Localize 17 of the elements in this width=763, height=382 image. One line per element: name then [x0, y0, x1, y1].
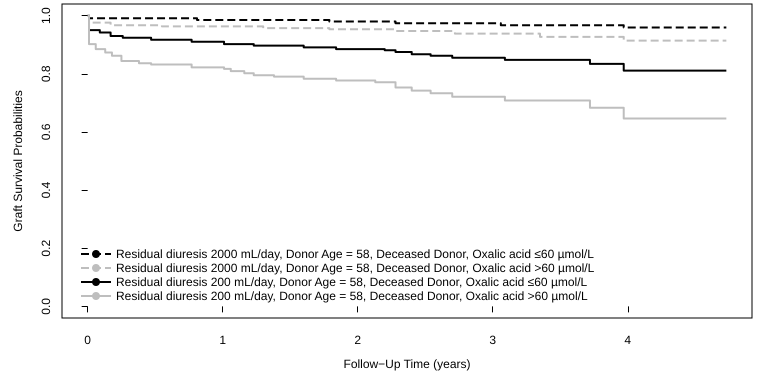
x-tick-label: 1: [219, 333, 226, 347]
y-tick-label: 0.6: [39, 123, 53, 140]
legend-label: Residual diuresis 2000 mL/day, Donor Age = 58, Deceased Donor, Oxalic acid >60 µmol/L: [116, 261, 595, 275]
legend-label: Residual diuresis 200 mL/day, Donor Age = 58, Deceased Donor, Oxalic acid ≤60 µmol/L: [116, 275, 588, 289]
y-tick-label: 0.8: [39, 65, 53, 82]
x-axis-title: Follow−Up Time (years): [343, 357, 471, 371]
legend-label: Residual diuresis 200 mL/day, Donor Age = 58, Deceased Donor, Oxalic acid >60 µmol/L: [116, 289, 588, 303]
y-tick-label: 0.2: [39, 240, 53, 257]
y-tick-label: 1.0: [39, 6, 53, 24]
x-tick-label: 2: [354, 333, 362, 347]
y-axis-title: Graft Survival Probabilities: [11, 90, 25, 232]
x-tick-label: 3: [489, 333, 496, 347]
legend-label: Residual diuresis 2000 mL/day, Donor Age = 58, Deceased Donor, Oxalic acid ≤60 µmol/L: [116, 247, 594, 261]
x-tick-label: 4: [624, 333, 632, 347]
y-tick-label: 0.0: [39, 298, 53, 315]
y-tick-label: 0.4: [39, 181, 53, 198]
x-tick-label: 0: [84, 333, 92, 347]
